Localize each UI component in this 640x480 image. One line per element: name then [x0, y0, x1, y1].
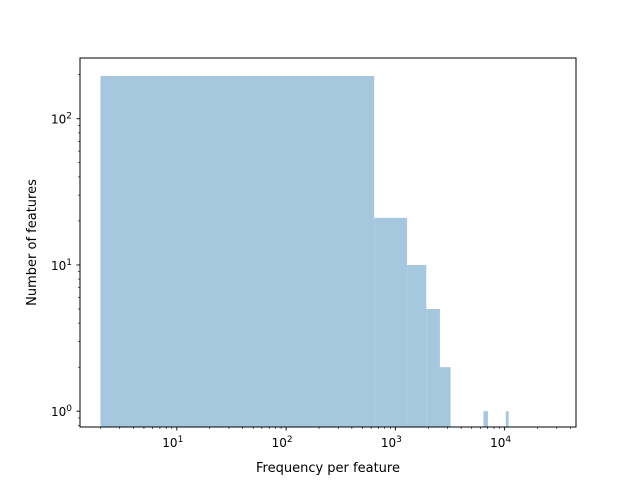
- y-tick-label: 100: [51, 404, 72, 419]
- histogram-bar: [505, 411, 509, 427]
- y-axis-ticks: 100 101 102: [51, 74, 80, 426]
- x-tick-label: 102: [272, 435, 293, 450]
- histogram-bar: [374, 217, 408, 427]
- plot-frame: [79, 57, 577, 428]
- bars-group: [100, 75, 509, 427]
- histogram-bar: [426, 308, 440, 427]
- histogram-bar: [483, 411, 488, 427]
- x-tick-label: 103: [381, 435, 402, 450]
- y-tick-label: 101: [51, 258, 72, 273]
- x-tick-label: 104: [490, 435, 511, 450]
- y-tick-label: 102: [51, 112, 72, 127]
- x-axis-label: Frequency per feature: [256, 461, 400, 476]
- histogram-bar: [100, 75, 375, 427]
- y-axis-label: Number of features: [25, 179, 40, 306]
- histogram-bar: [439, 367, 451, 427]
- x-tick-label: 101: [162, 435, 183, 450]
- histogram-bar: [407, 264, 427, 427]
- x-axis-ticks: 101 102 103 104: [100, 427, 571, 450]
